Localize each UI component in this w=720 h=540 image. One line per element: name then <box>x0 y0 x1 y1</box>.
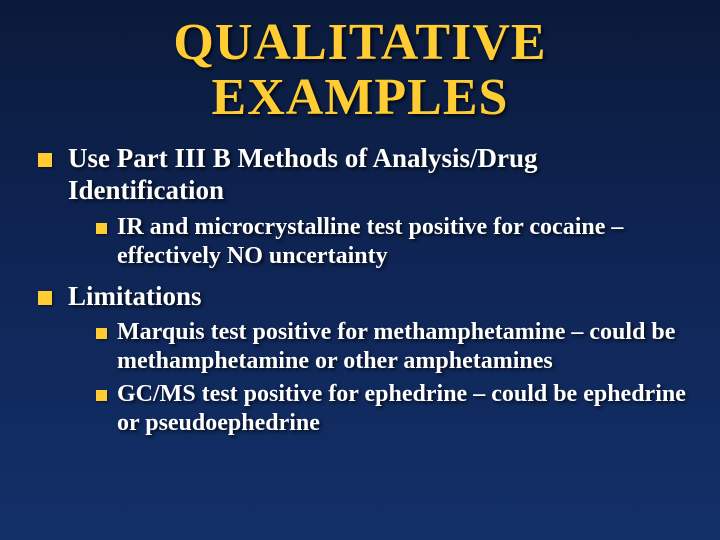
slide-title: QUALITATIVE EXAMPLES <box>30 16 690 125</box>
square-bullet-icon <box>38 153 52 167</box>
list-item: Marquis test positive for methamphetamin… <box>96 318 690 376</box>
list-item-text: GC/MS test positive for ephedrine – coul… <box>117 380 690 438</box>
list-item: Limitations <box>38 281 690 313</box>
square-bullet-icon <box>96 223 107 234</box>
square-bullet-icon <box>96 328 107 339</box>
square-bullet-icon <box>96 390 107 401</box>
list-item-text: Limitations <box>68 281 202 313</box>
slide: QUALITATIVE EXAMPLES Use Part III B Meth… <box>0 0 720 540</box>
list-item: GC/MS test positive for ephedrine – coul… <box>96 380 690 438</box>
bullet-list-level2: IR and microcrystalline test positive fo… <box>96 213 690 271</box>
square-bullet-icon <box>38 291 52 305</box>
list-item-text: Marquis test positive for methamphetamin… <box>117 318 690 376</box>
title-line-1: QUALITATIVE <box>173 14 546 71</box>
list-item-text: Use Part III B Methods of Analysis/Drug … <box>68 143 690 207</box>
title-line-2: EXAMPLES <box>212 69 509 126</box>
list-item: IR and microcrystalline test positive fo… <box>96 213 690 271</box>
list-item-text: IR and microcrystalline test positive fo… <box>117 213 690 271</box>
list-item: Use Part III B Methods of Analysis/Drug … <box>38 143 690 207</box>
bullet-list-level2: Marquis test positive for methamphetamin… <box>96 318 690 437</box>
bullet-list-level1: Use Part III B Methods of Analysis/Drug … <box>38 143 690 437</box>
